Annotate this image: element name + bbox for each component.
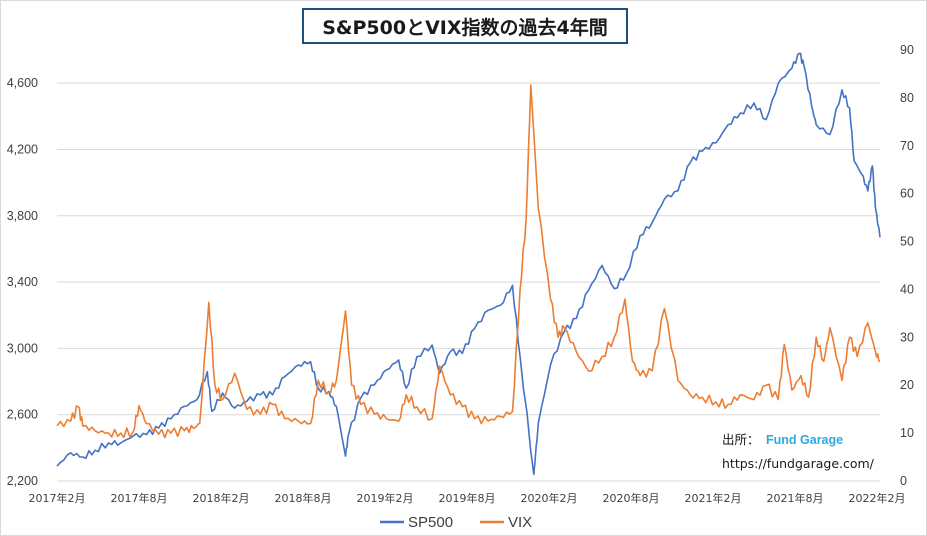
right-tick-label: 60 <box>900 187 914 201</box>
right-tick-label: 20 <box>900 378 914 392</box>
x-tick-label: 2020年8月 <box>603 491 660 505</box>
x-tick-label: 2018年8月 <box>275 491 332 505</box>
left-tick-label: 4,200 <box>7 142 38 156</box>
x-tick-label: 2019年8月 <box>439 491 496 505</box>
left-tick-label: 3,000 <box>7 341 38 355</box>
right-tick-label: 50 <box>900 235 914 249</box>
right-tick-label: 0 <box>900 474 907 488</box>
source-prefix: 出所： <box>722 432 760 447</box>
right-tick-label: 80 <box>900 91 914 105</box>
right-tick-label: 30 <box>900 330 914 344</box>
right-tick-label: 70 <box>900 139 914 153</box>
legend-label-vix: VIX <box>508 514 532 531</box>
plot-area <box>57 50 880 481</box>
left-tick-label: 4,600 <box>7 76 38 90</box>
series-layer <box>56 52 881 476</box>
x-tick-label: 2017年2月 <box>29 491 86 505</box>
right-tick-label: 40 <box>900 282 914 296</box>
source-brand: Fund Garage <box>766 433 843 447</box>
x-tick-label: 2017年8月 <box>111 491 168 505</box>
right-tick-label: 10 <box>900 426 914 440</box>
x-tick-label: 2022年2月 <box>849 491 906 505</box>
chart-title: S&P500とVIX指数の過去4年間 <box>302 8 628 44</box>
left-tick-label: 3,800 <box>7 209 38 223</box>
x-axis-ticks: 2017年2月 2017年8月 2018年2月 2018年8月 2019年2月 2019年… <box>29 491 906 505</box>
left-axis-ticks: 2,200 2,600 3,000 3,400 3,800 4,200 4,600 <box>7 76 38 488</box>
legend-label-sp500: SP500 <box>408 514 453 531</box>
series-line-vix <box>56 84 881 439</box>
series-line-sp500 <box>56 52 881 476</box>
left-tick-label: 2,600 <box>7 408 38 422</box>
source-annotation: 出所： Fund Garage https://fundgarage.com/ <box>722 432 875 471</box>
left-tick-label: 3,400 <box>7 275 38 289</box>
x-tick-label: 2020年2月 <box>521 491 578 505</box>
legend: SP500 VIX <box>380 514 532 531</box>
left-tick-label: 2,200 <box>7 474 38 488</box>
x-tick-label: 2018年2月 <box>193 491 250 505</box>
right-tick-label: 90 <box>900 43 914 57</box>
x-tick-label: 2021年2月 <box>685 491 742 505</box>
x-tick-label: 2021年8月 <box>767 491 824 505</box>
x-tick-label: 2019年2月 <box>357 491 414 505</box>
source-url: https://fundgarage.com/ <box>722 456 875 471</box>
right-axis-ticks: 0 10 20 30 40 50 60 70 80 90 <box>900 43 914 488</box>
grid-lines <box>57 82 880 482</box>
